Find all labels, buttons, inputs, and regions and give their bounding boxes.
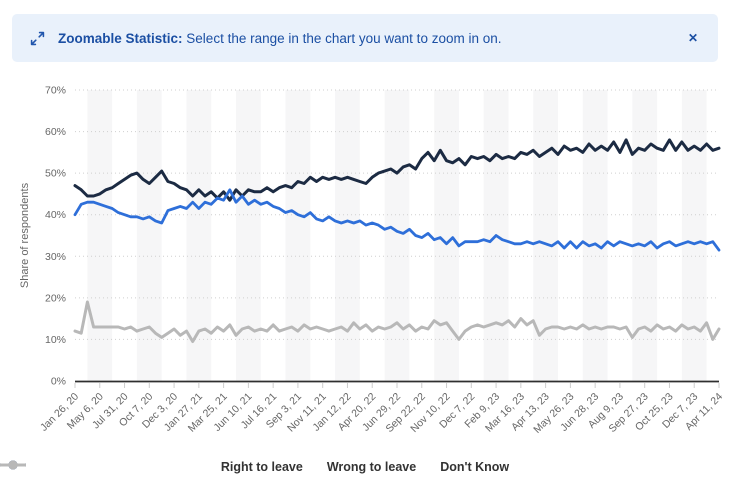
legend-marker-icon: [0, 460, 26, 470]
legend-item-wrong-to-leave[interactable]: Wrong to leave: [0, 460, 417, 474]
banner-message-bold: Zoomable Statistic:: [58, 30, 183, 46]
y-axis-title: Share of respondents: [19, 182, 31, 288]
y-axis-tick-label: 30%: [45, 251, 66, 263]
banner-message: Zoomable Statistic: Select the range in …: [58, 31, 501, 46]
chart-plot-area[interactable]: 0% 10% 20% 30% 40% 50% 60% 70% Share of responde…: [0, 66, 730, 496]
legend-label: Don't Know: [440, 460, 510, 474]
close-icon[interactable]: ✕: [687, 31, 698, 45]
y-axis-tick-label: 40%: [45, 209, 66, 221]
legend-label: Right to leave: [220, 460, 303, 474]
legend-item-right-to-leave[interactable]: Right to leave: [0, 460, 303, 474]
series-line-wrong-to-leave: [73, 138, 721, 202]
legend-label: Wrong to leave: [326, 460, 417, 474]
banner-message-rest: Select the range in the chart you want t…: [186, 30, 502, 46]
zoom-expand-icon: [30, 31, 45, 46]
y-axis-tick-label: 0%: [51, 376, 66, 388]
series-line-right-to-leave: [73, 188, 721, 252]
chart-legend: Right to leave Wrong to leave Don't Know: [0, 460, 730, 474]
zoom-banner: Zoomable Statistic: Select the range in …: [12, 14, 718, 62]
y-axis-tick-label: 10%: [45, 334, 66, 346]
y-axis-tick-label: 20%: [45, 292, 66, 304]
y-axis-tick-label: 60%: [45, 126, 66, 138]
zoomable-line-chart[interactable]: 0% 10% 20% 30% 40% 50% 60% 70% Share of responde…: [0, 66, 730, 496]
legend-item-don-t-know[interactable]: Don't Know: [0, 460, 510, 474]
y-axis-tick-label: 70%: [45, 85, 66, 97]
y-axis-tick-label: 50%: [45, 168, 66, 180]
series-line-don-t-know: [73, 300, 721, 343]
